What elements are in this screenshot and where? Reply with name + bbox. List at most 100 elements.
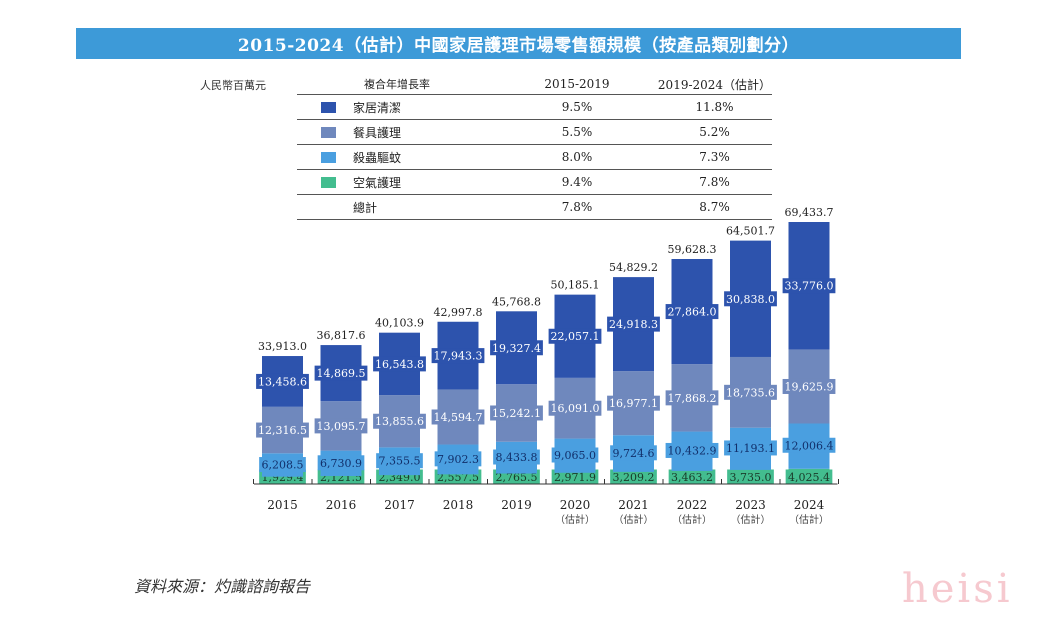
data-label-bg <box>376 453 423 469</box>
data-label: 2,765.5 <box>496 471 538 484</box>
data-label-bg <box>551 447 599 463</box>
data-label-bg <box>782 378 836 394</box>
x-tick-label: 2015 <box>267 498 298 512</box>
data-label-bg <box>259 457 306 473</box>
data-label: 16,091.0 <box>551 402 600 415</box>
data-label-bg <box>724 440 777 456</box>
data-label-bg <box>314 365 368 381</box>
x-tick-note: （估計） <box>614 513 654 526</box>
data-label: 16,977.1 <box>609 397 658 410</box>
data-label: 12,316.5 <box>258 424 307 437</box>
data-label-bg <box>493 449 540 465</box>
total-label: 64,501.7 <box>726 225 775 238</box>
legend-swatch-icon <box>321 126 336 138</box>
cagr-value-2019-2024: 11.8% <box>695 100 734 114</box>
data-label-bg <box>314 418 368 434</box>
x-tick-label: 2017 <box>384 498 415 512</box>
legend-swatch-icon <box>321 101 336 113</box>
x-tick-note: （估計） <box>555 513 595 526</box>
cagr-value-2015-2019: 5.5% <box>561 125 593 139</box>
chart-title: 2015-2024（估計）中國家居護理市場零售額規模（按產品類別劃分） <box>76 28 961 59</box>
legend-label: 家居清潔 <box>353 100 402 115</box>
x-tick-note: （估計） <box>731 513 771 526</box>
data-label: 16,543.8 <box>375 358 424 371</box>
data-label: 14,869.5 <box>317 367 366 380</box>
data-label-bg <box>668 469 716 485</box>
data-label: 3,735.0 <box>730 471 772 484</box>
cagr-value-2015-2019: 9.4% <box>561 175 593 189</box>
data-label: 30,838.0 <box>726 293 775 306</box>
cagr-value-2019-2024: 7.3% <box>699 150 730 164</box>
total-label: 42,997.8 <box>434 306 483 319</box>
cagr-row-name: 殺蟲驅蚊 <box>297 149 497 166</box>
data-label: 3,463.2 <box>671 471 713 484</box>
data-label-bg <box>490 405 543 421</box>
data-label: 18,735.6 <box>726 386 775 399</box>
data-label-bg <box>724 291 777 307</box>
cagr-row: 總計 7.8% 8.7% <box>297 195 772 220</box>
cagr-row-name: 總計 <box>297 199 497 216</box>
cagr-value-2019-2024: 8.7% <box>699 200 730 214</box>
data-label-bg <box>785 469 833 485</box>
data-label-bg <box>256 422 309 438</box>
data-label: 33,776.0 <box>785 280 834 293</box>
total-label: 54,829.2 <box>609 261 658 274</box>
total-label: 40,103.9 <box>375 317 424 330</box>
data-label-bg <box>665 304 719 320</box>
data-label-bg <box>727 469 774 485</box>
data-label: 19,327.4 <box>492 342 541 355</box>
data-label: 3,209.2 <box>613 471 655 484</box>
data-label-bg <box>373 356 426 372</box>
legend-label: 殺蟲驅蚊 <box>353 150 402 165</box>
data-label: 17,868.2 <box>668 392 717 405</box>
cagr-row-name: 家居清潔 <box>297 99 497 116</box>
data-label-bg <box>782 437 836 453</box>
x-tick-label: 2018 <box>443 498 474 512</box>
x-tick-label: 2016 <box>326 498 357 512</box>
data-label: 6,208.5 <box>262 459 304 472</box>
data-label: 13,095.7 <box>317 420 366 433</box>
data-label-bg <box>434 451 482 467</box>
cagr-header-label: 複合年增長率 <box>364 78 430 91</box>
data-label-bg <box>665 442 719 458</box>
data-label: 8,433.8 <box>496 451 538 464</box>
cagr-row: 餐具護理 5.5% 5.2% <box>297 120 772 145</box>
data-label: 9,724.6 <box>613 447 655 460</box>
legend-label: 餐具護理 <box>353 125 402 140</box>
legend-label: 總計 <box>353 200 378 215</box>
cagr-header-col2: 2019-2024（估計） <box>657 77 772 92</box>
data-label: 17,943.3 <box>434 350 483 363</box>
data-label-bg <box>607 316 660 332</box>
cagr-value-2015-2019: 8.0% <box>561 150 593 164</box>
data-label: 7,355.5 <box>379 455 421 468</box>
cagr-header-col1: 2015-2019 <box>544 77 610 91</box>
data-label: 9,065.0 <box>554 449 596 462</box>
cagr-value-2019-2024: 5.2% <box>699 125 730 139</box>
data-label-bg <box>610 445 657 461</box>
x-tick-label: 2023 <box>735 498 766 512</box>
watermark: heisi <box>902 566 1013 612</box>
cagr-value-2019-2024: 7.8% <box>699 175 730 189</box>
cagr-value-2015-2019: 9.5% <box>561 100 593 114</box>
data-label: 13,458.6 <box>258 375 307 388</box>
data-label-bg <box>431 348 485 364</box>
data-label-bg <box>724 384 777 400</box>
cagr-legend-table: 複合年增長率 2015-2019 2019-2024（估計） 家居清潔 9.5% 1… <box>297 74 772 220</box>
data-label-bg <box>490 340 543 356</box>
cagr-row-name: 餐具護理 <box>297 124 497 141</box>
data-label: 4,025.4 <box>788 471 830 484</box>
x-tick-label: 2024 <box>794 498 825 512</box>
x-tick-label: 2021 <box>618 498 649 512</box>
data-label-bg <box>782 278 836 294</box>
cagr-value-2015-2019: 7.8% <box>561 200 593 214</box>
data-label-bg <box>551 469 599 485</box>
x-tick-note: （估計） <box>789 513 829 526</box>
legend-swatch-icon <box>321 151 336 163</box>
data-label: 7,902.3 <box>437 453 479 466</box>
data-label: 19,625.9 <box>785 380 834 393</box>
data-label-bg <box>665 390 719 406</box>
data-label: 11,193.1 <box>726 442 775 455</box>
total-label: 45,768.8 <box>492 295 541 308</box>
legend-label: 空氣護理 <box>353 175 402 190</box>
x-tick-label: 2020 <box>560 498 591 512</box>
